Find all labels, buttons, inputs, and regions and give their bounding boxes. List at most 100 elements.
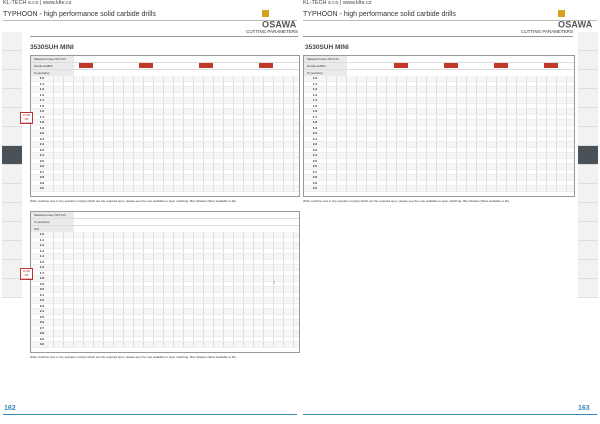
value-cells: [53, 147, 299, 152]
iso-cell: 1.6: [39, 109, 45, 113]
sidebar-tab[interactable]: [578, 127, 598, 146]
coating-badge: M HB AB MCDKB: [20, 112, 33, 125]
table-row: 1.6: [31, 109, 299, 115]
sidebar-tab[interactable]: [578, 70, 598, 89]
sidebar-tab[interactable]: [578, 184, 598, 203]
table-row: 2.8: [31, 175, 299, 181]
table-row: 2.4: [31, 153, 299, 159]
sidebar-tab[interactable]: [578, 165, 598, 184]
iso-cell: 1.7: [39, 270, 45, 275]
sidebar-tab[interactable]: [2, 108, 22, 127]
value-cells: [53, 81, 299, 86]
value-cells: [326, 164, 574, 169]
section-label: CUTTING PARAMETERS: [30, 29, 298, 37]
sidebar-tab[interactable]: [2, 32, 22, 51]
table-row: 2.7: [31, 325, 299, 331]
sidebar-tab[interactable]: [578, 279, 598, 298]
product-title: 3530SUH MINI: [30, 44, 74, 51]
iso-cell: 1.7: [39, 114, 45, 119]
footer-line: [3, 414, 297, 415]
iso-cell: 2.8: [39, 331, 45, 335]
value-cells: [326, 103, 574, 108]
iso-cell: 2.0: [39, 287, 45, 291]
table-header-row: Material Group ISO 513: [31, 56, 299, 63]
value-cells: [53, 320, 299, 325]
iso-cell: 2.2: [312, 142, 318, 146]
value-cells: [53, 169, 299, 174]
table-row: 1.0: [31, 232, 299, 238]
iso-cell: 2.4: [39, 309, 45, 313]
value-cells: [53, 292, 299, 297]
sidebar-tab[interactable]: [2, 184, 22, 203]
page-number: 162: [4, 405, 16, 412]
sidebar-tab[interactable]: [2, 51, 22, 70]
iso-cell: 3.0: [39, 342, 45, 346]
coating-badge: M HB AB MCDKB: [20, 268, 33, 281]
sidebar-tab[interactable]: [578, 51, 598, 70]
sidebar-tab[interactable]: [2, 222, 22, 241]
sidebar-tab[interactable]: [2, 127, 22, 146]
table-row: 2.2: [31, 142, 299, 148]
iso-cell: 1.1: [312, 81, 318, 86]
table-row: 1.9: [31, 281, 299, 287]
iso-cell: 2.9: [312, 180, 318, 185]
value-cells: [53, 248, 299, 253]
table-row: 2.0: [304, 131, 574, 137]
sidebar-tab[interactable]: [2, 89, 22, 108]
value-cells: [53, 309, 299, 314]
value-cells: [326, 125, 574, 130]
table-row: 2.1: [304, 136, 574, 142]
brand-logo: OSAWA: [262, 8, 296, 29]
sidebar-tab[interactable]: [2, 70, 22, 89]
sidebar-tab[interactable]: [2, 203, 22, 222]
footer-line: [303, 414, 597, 415]
sidebar-tab[interactable]: [2, 260, 22, 279]
sidebar-tab[interactable]: [578, 203, 598, 222]
material-chip: [199, 63, 213, 68]
material-chip: [494, 63, 508, 68]
iso-cell: 2.7: [312, 169, 318, 174]
sidebar-tab[interactable]: [2, 279, 22, 298]
table-row: 2.2: [304, 142, 574, 148]
sidebar-tab[interactable]: [578, 260, 598, 279]
iso-cell: 3.0: [312, 186, 318, 190]
sidebar-tab[interactable]: [578, 89, 598, 108]
table-row: 2.8: [304, 175, 574, 181]
value-cells: [53, 153, 299, 158]
table-row: 2.1: [31, 292, 299, 298]
page-number: 163: [578, 405, 590, 412]
material-chip: [444, 63, 458, 68]
sidebar-tab[interactable]: [2, 241, 22, 260]
iso-cell: 1.8: [39, 276, 45, 280]
sidebar-tab[interactable]: [2, 165, 22, 184]
logo-mark-icon: [558, 9, 565, 17]
sidebar-tab[interactable]: [578, 241, 598, 260]
value-cells: [326, 153, 574, 158]
sidebar-tab[interactable]: [578, 32, 598, 51]
cutting-table-1: Material Group ISO 513 Hardness/Brin % (…: [30, 55, 300, 197]
sidebar-tab[interactable]: [578, 108, 598, 127]
sidebar-tab-active[interactable]: [578, 146, 598, 165]
value-cells: [326, 92, 574, 97]
value-cells: [53, 76, 299, 81]
table-row: 2.9: [304, 180, 574, 186]
table-header-row: Material Group ISO 513: [304, 56, 574, 63]
header-company: KL-TECH s.r.o | www.klte.cz: [3, 0, 72, 6]
value-cells: [53, 180, 299, 185]
value-cells: [53, 259, 299, 264]
table-body: 1.0 1.1 1.2 1.3 1.4 1.5 1.6 1.7 1.8 1.9 2.0 2.1 2.2 2…: [31, 232, 299, 348]
table-row: 2.4: [304, 153, 574, 159]
value-cells: [53, 298, 299, 303]
sidebar-tab-active[interactable]: [2, 146, 22, 165]
cutting-table-2: Material Group ISO 513 % (ae/ratio) ISO …: [30, 211, 300, 353]
right-page: KL-TECH s.r.o | www.klte.cz TYPHOON - hi…: [300, 0, 600, 424]
table-row: 2.6: [304, 164, 574, 170]
sidebar-tab[interactable]: [578, 222, 598, 241]
iso-cell: 1.9: [39, 281, 45, 286]
material-chip: [394, 63, 408, 68]
value-cells: [53, 243, 299, 248]
iso-cell: 1.7: [312, 114, 318, 119]
iso-cell: 2.6: [39, 164, 45, 168]
table-row: 2.2: [31, 298, 299, 304]
value-cells: [326, 169, 574, 174]
